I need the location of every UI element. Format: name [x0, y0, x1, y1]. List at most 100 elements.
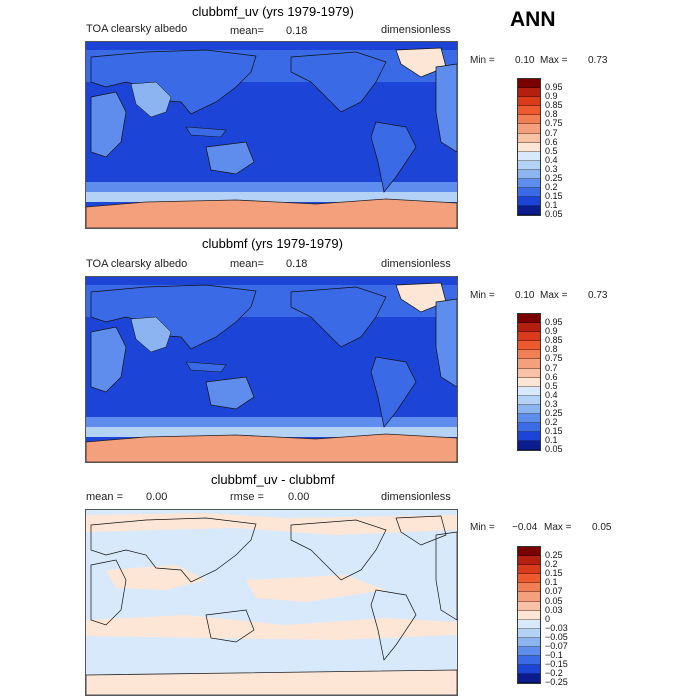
colorbar-tick-label: 0.6 [545, 371, 558, 382]
colorbar-swatch [518, 610, 540, 620]
himalaya-region [130, 81, 172, 118]
season-label: ANN [510, 8, 556, 31]
eurasia [90, 284, 257, 350]
panel3-min-label: Min = [470, 522, 495, 533]
panel2-title: clubbmf (yrs 1979-1979) [202, 236, 343, 251]
panel3-map [85, 509, 458, 696]
colorbar-tick-label: 0.95 [545, 317, 563, 327]
colorbar-tick-label: −0.25 [545, 677, 568, 688]
colorbar-tick-label: 0.85 [545, 335, 563, 346]
colorbar-swatch [518, 350, 540, 360]
panel3-mean-label: mean = [86, 491, 123, 503]
colorbar-tick-label: −0.15 [545, 659, 568, 670]
colorbar-swatch [518, 341, 540, 351]
panel2-min-label: Min = [470, 290, 495, 301]
colorbar-tick-label: 0.95 [545, 82, 563, 92]
colorbar-swatch [518, 665, 540, 675]
colorbar-swatch [518, 441, 540, 451]
panel2-max-value: 0.73 [588, 290, 608, 301]
colorbar-swatch [518, 142, 540, 152]
colorbar-swatch [518, 637, 540, 648]
australia-outline [205, 609, 255, 643]
panel1-min-label: Min = [470, 55, 495, 66]
colorbar-tick-label: 0.15 [545, 191, 563, 202]
colorbar-tick-label: 0.8 [545, 344, 558, 355]
difference-field [86, 510, 457, 695]
colorbar-tick-label: 0.1 [545, 200, 558, 211]
colorbar-swatch [518, 404, 540, 415]
colorbar-swatch [518, 674, 540, 684]
colorbar-tick-label: 0.3 [545, 163, 558, 174]
colorbar-tick-label: 0 [545, 613, 551, 624]
colorbar-swatch [518, 601, 540, 611]
panel3-min-value: −0.04 [512, 522, 538, 533]
eurasia-outline [90, 517, 257, 583]
colorbar-tick-label: −0.1 [545, 650, 563, 661]
colorbar-swatch [518, 547, 540, 557]
colorbar-swatch [518, 106, 540, 116]
panel2-units: dimensionless [381, 258, 451, 270]
diff-positive-patch [106, 565, 206, 590]
colorbar-tick-label: 0.25 [545, 408, 563, 418]
panel1-mean-label: mean= [230, 25, 264, 37]
colorbar-swatch [518, 656, 540, 666]
colorbar-tick-label: −0.03 [545, 622, 568, 633]
colorbar-tick-label: 0.03 [545, 604, 563, 615]
africa-europe-east [435, 63, 457, 153]
africa [90, 91, 127, 158]
colorbar-swatch [518, 386, 540, 396]
colorbar-tick-label: 0.05 [545, 444, 563, 455]
panel2-mean-label: mean= [230, 258, 264, 270]
africa-outline [90, 559, 127, 626]
colorbar-swatch [518, 368, 540, 378]
diff-positive-band [86, 615, 457, 640]
colorbar-swatch [518, 395, 540, 405]
colorbar-tick-label: 0.8 [545, 109, 558, 120]
colorbar-tick-label: −0.05 [545, 631, 568, 642]
colorbar-tick-label: 0.85 [545, 100, 563, 111]
antarctica [86, 433, 457, 462]
panel3-rmse-label: rmse = [230, 491, 264, 503]
colorbar-tick-label: 0.15 [545, 426, 563, 437]
south-america-outline [370, 589, 417, 661]
colorbar-swatch [518, 206, 540, 216]
colorbar-tick-label: 0.25 [545, 173, 563, 183]
panel1-max-value: 0.73 [588, 55, 608, 66]
colorbar-swatch [518, 323, 540, 333]
himalaya-region [130, 316, 172, 353]
colorbar-swatch [518, 647, 540, 657]
diff-positive-north [86, 513, 457, 535]
africa [90, 326, 127, 393]
colorbar-swatch [518, 332, 540, 342]
antarctica [86, 669, 457, 695]
panel2-max-label: Max = [540, 290, 568, 301]
panel1-colorbar [517, 78, 541, 217]
south-america [370, 356, 417, 428]
panel3-max-value: 0.05 [592, 522, 612, 533]
colorbar-tick-label: 0.1 [545, 577, 558, 588]
colorbar-swatch [518, 97, 540, 107]
colorbar-swatch [518, 414, 540, 424]
colorbar-tick-label: 0.15 [545, 568, 563, 579]
greenland-outline [395, 515, 447, 546]
south-america [370, 121, 417, 193]
colorbar-swatch [518, 432, 540, 442]
panel3-colorbar [517, 546, 541, 685]
panel2-min-value: 0.10 [515, 290, 535, 301]
colorbar-swatch [518, 169, 540, 180]
colorbar-tick-label: 0.25 [545, 550, 563, 560]
colorbar-tick-label: 0.3 [545, 398, 558, 409]
panel1-min-value: 0.10 [515, 55, 535, 66]
colorbar-tick-label: 0.2 [545, 559, 558, 570]
antarctica [86, 198, 457, 228]
colorbar-tick-label: 0.4 [545, 154, 558, 165]
colorbar-tick-label: 0.7 [545, 362, 558, 373]
north-america-outline [290, 519, 387, 581]
greenland [395, 47, 447, 78]
africa-europe-east [435, 298, 457, 388]
colorbar-swatch [518, 188, 540, 198]
maritime-continent [185, 361, 227, 373]
australia [205, 141, 255, 175]
panel1-variable-label: TOA clearsky albedo [86, 23, 188, 35]
colorbar-tick-label: 0.05 [545, 595, 563, 606]
